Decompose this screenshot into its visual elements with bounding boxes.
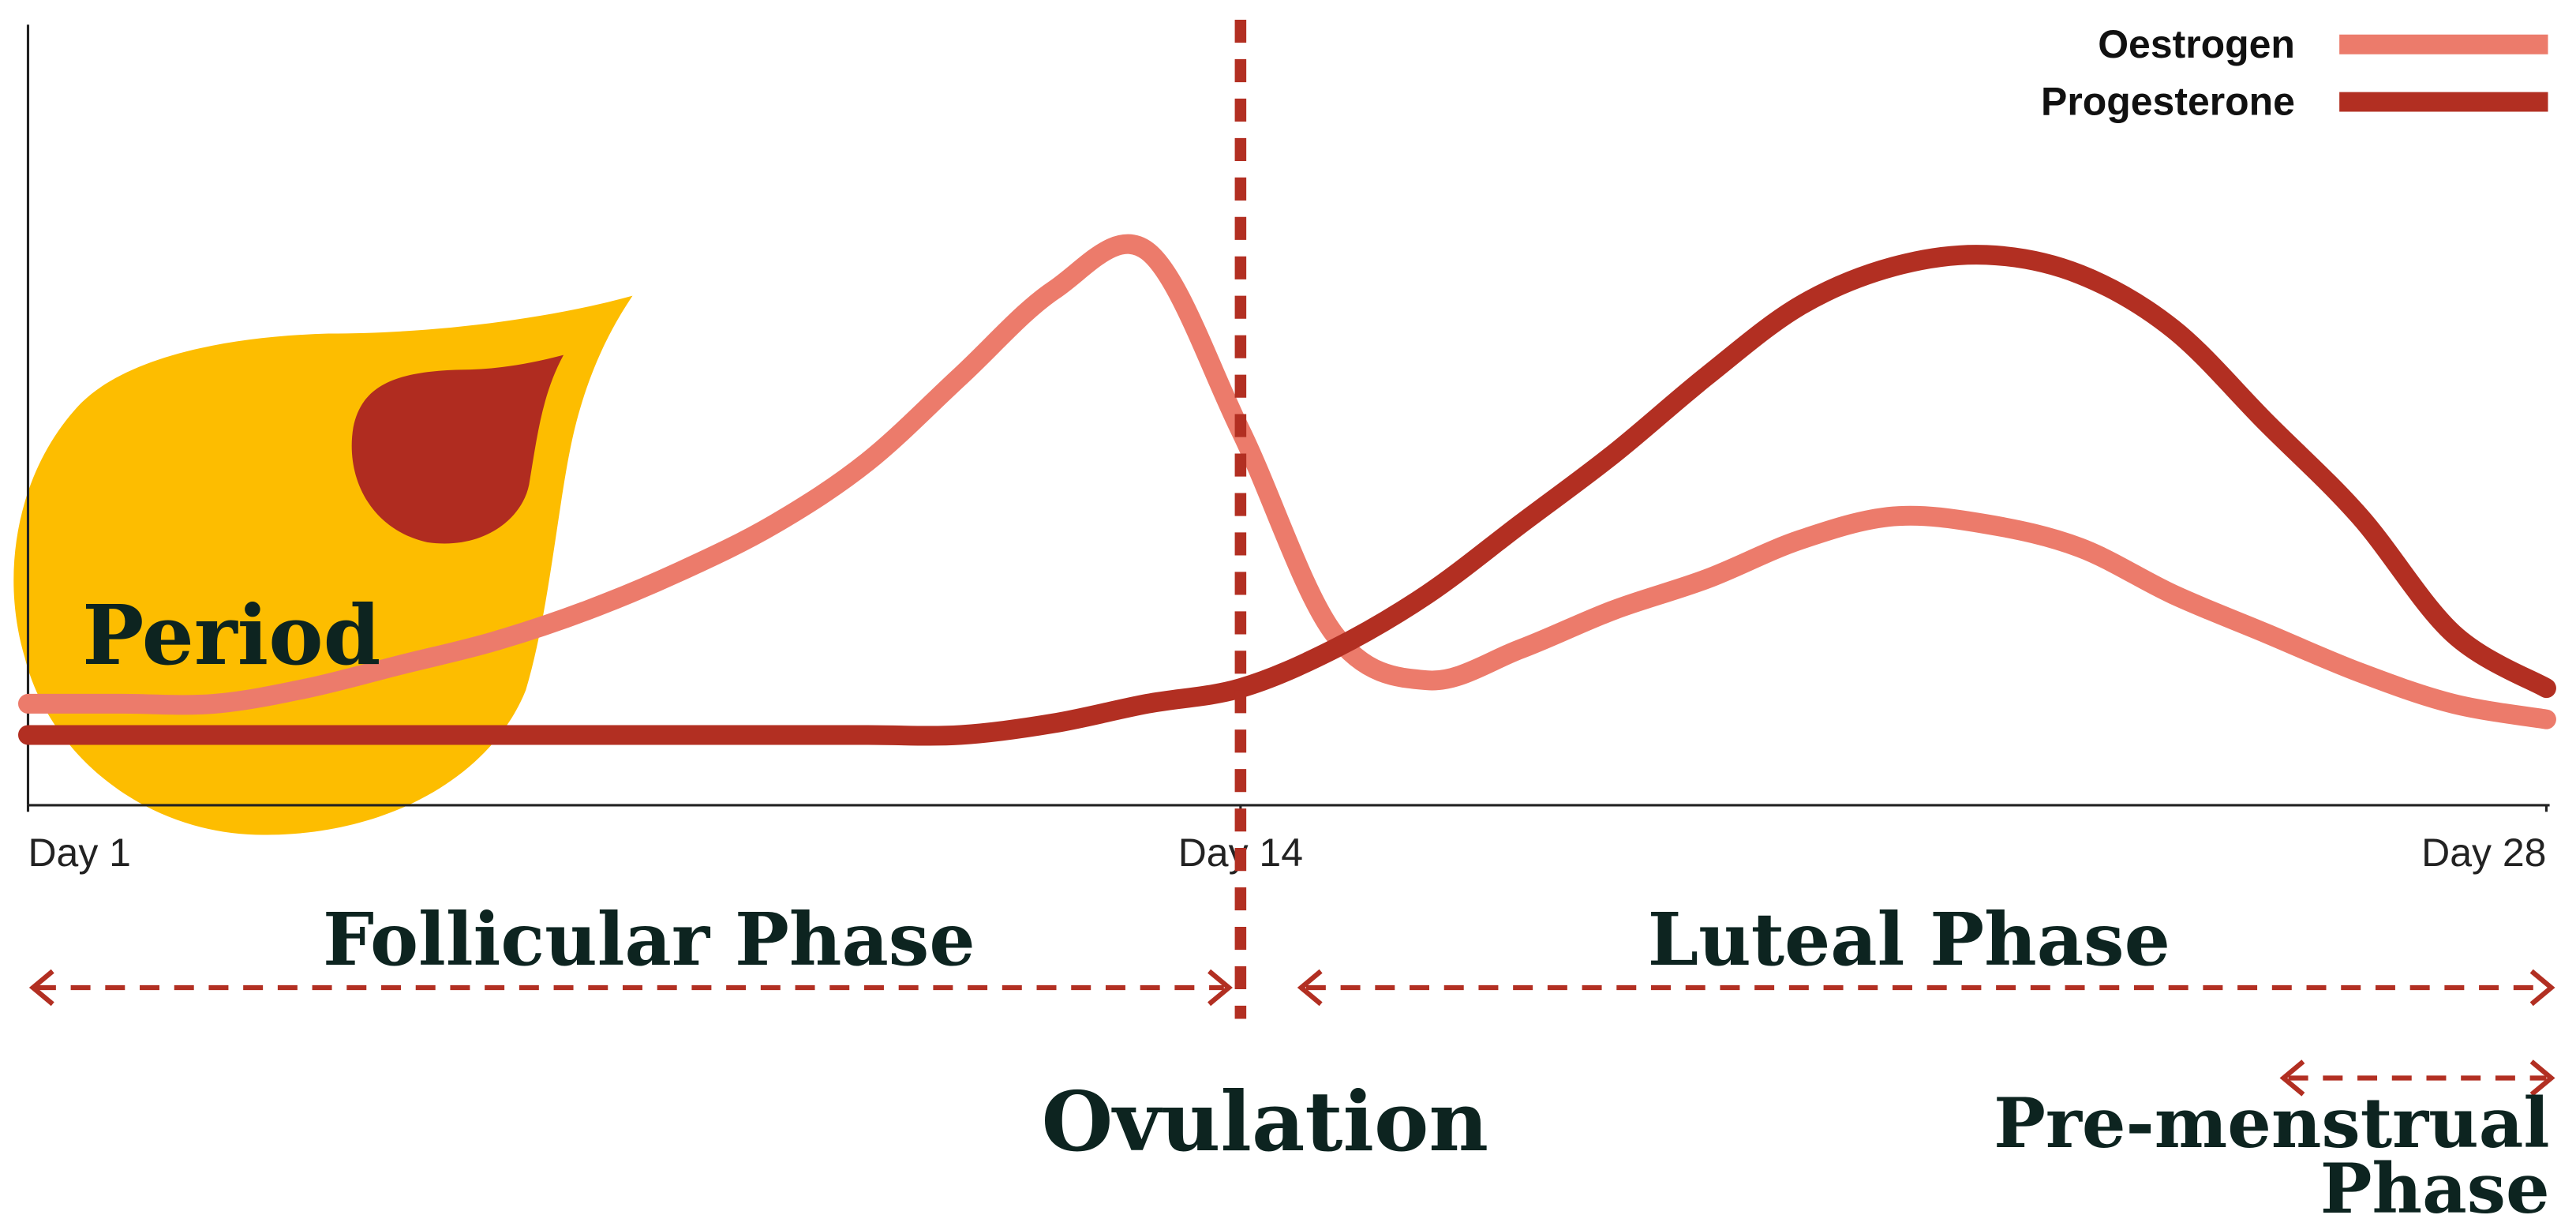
arrow-head bbox=[2529, 969, 2555, 1007]
ovulation-label: Ovulation bbox=[1042, 1073, 1488, 1170]
period-drop bbox=[351, 354, 564, 544]
period-label: Period bbox=[82, 587, 380, 684]
arrow-head bbox=[28, 969, 54, 1007]
legend-label: Oestrogen bbox=[2098, 22, 2295, 66]
series-line bbox=[18, 245, 2556, 746]
phase-arrows bbox=[28, 969, 2555, 1097]
arrow-head bbox=[1297, 969, 1323, 1007]
x-tick-label: Day 28 bbox=[2421, 831, 2546, 875]
x-tick-label: Day 1 bbox=[28, 831, 130, 875]
arrow-head bbox=[2279, 1059, 2305, 1097]
premenstrual-label: Pre-menstrual Phase bbox=[1994, 1091, 2550, 1229]
premenstrual-box: Pre-menstrual Phase bbox=[1994, 1091, 2550, 1229]
legend-label: Progesterone bbox=[2041, 80, 2295, 124]
phase-label: Follicular Phase bbox=[323, 897, 975, 982]
series-lines bbox=[18, 234, 2556, 746]
arrow-head bbox=[2529, 1059, 2555, 1097]
series-line bbox=[18, 234, 2556, 729]
arrow-head bbox=[1208, 969, 1233, 1007]
phase-label: Luteal Phase bbox=[1648, 897, 2170, 982]
